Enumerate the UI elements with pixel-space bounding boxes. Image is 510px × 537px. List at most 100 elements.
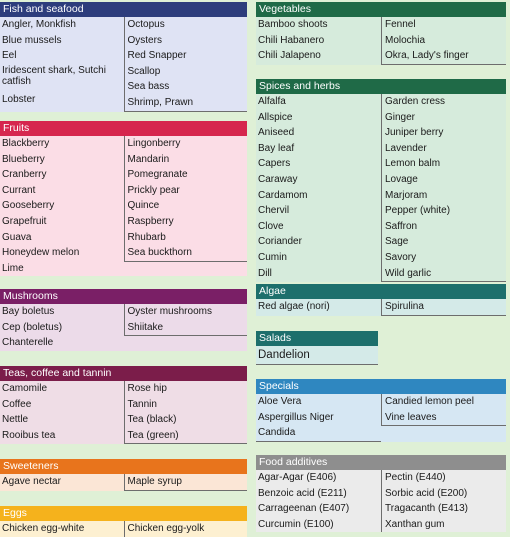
list-item: Dill [258,267,272,279]
list-item: Marjoram [381,187,506,204]
algae-section: Algae Red algae (nori) Spirulina [256,284,506,316]
list-item: Aloe Vera [258,396,302,407]
list-item: Bay boletus [2,306,55,317]
list-item: Bamboo shoots [258,19,328,30]
eggs-grid: Chicken egg-white Chicken egg-yolk [0,521,247,537]
list-item: Quince [123,198,248,214]
list-item: Lemon balm [381,156,506,172]
list-item: Lingonberry [123,136,248,152]
list-item: Capers [258,158,291,170]
vegetables-grid: Bamboo shoots Chili Habanero Chili Jalap… [256,17,506,65]
list-item: Shrimp, Prawn [123,94,247,112]
teas-section: Teas, coffee and tannin Camomile Coffee … [0,366,248,445]
list-item: Blueberry [2,153,45,165]
additives-col-2: Pectin (E440) Sorbic acid (E200) Tragaca… [381,470,506,533]
list-item: Grapefruit [2,215,47,227]
list-item: Lovage [381,171,506,188]
list-item: Mandarin [123,151,248,168]
list-item: Aniseed [258,127,295,139]
specials-col-1: Aloe Vera Aspergillus Niger Candida [256,394,381,442]
list-item: Lime [2,262,24,274]
list-item: Pomegranate [123,167,248,183]
sweeteners-col-1: Agave nectar [0,474,124,491]
list-item: Bay leaf [258,142,295,154]
vegetables-col-1: Bamboo shoots Chili Habanero Chili Jalap… [256,17,381,65]
list-item: Garden cress [381,94,506,110]
list-item: Dandelion [256,346,378,365]
teas-header: Teas, coffee and tannin [0,366,247,381]
list-item: Agar-Agar (E406) [258,472,337,483]
list-item: Rose hip [123,381,248,397]
teas-col-2: Rose hip Tannin Tea (black) Tea (green) [123,381,248,445]
list-item: Agave nectar [2,476,61,487]
salads-header: Salads [256,331,378,346]
vegetables-col-2: Fennel Molochia Okra, Lady's finger [381,17,506,65]
list-item: Iridescent shark, Sutchi catfish [2,64,106,88]
mushrooms-section: Mushrooms Bay boletus Cep (boletus) Chan… [0,289,247,351]
additives-grid: Agar-Agar (E406) Benzoic acid (E211) Car… [256,470,506,533]
list-item: Chicken egg-white [2,523,85,534]
list-item: Candida [256,425,381,442]
list-item: Caraway [258,173,298,185]
list-item: Eel [2,50,17,62]
spices-header: Spices and herbs [256,79,506,94]
algae-grid: Red algae (nori) Spirulina [256,299,506,316]
eggs-header: Eggs [0,506,247,521]
list-item: Chicken egg-yolk [123,521,248,537]
sweeteners-section: Sweeteners Agave nectar Maple syrup [0,459,247,491]
fish-col-2: Octopus Oysters Red Snapper Scallop Sea … [123,17,248,112]
list-item: Prickly pear [123,182,248,199]
algae-col-1: Red algae (nori) [256,299,381,316]
list-item: Currant [2,184,36,196]
list-item: Wild garlic [381,265,506,283]
fish-col-1: Angler, Monkfish Blue mussels Eel Irides… [0,17,124,112]
list-item: Octopus [123,17,248,33]
list-item: Savory [381,249,506,266]
additives-header: Food additives [256,455,506,470]
fruits-header: Fruits [0,121,247,136]
fruits-section: Fruits Blackberry Blueberry Cranberry Cu… [0,121,248,277]
list-item: Pectin (E440) [381,470,506,486]
fruits-col-1: Blackberry Blueberry Cranberry Currant G… [0,136,124,276]
eggs-section: Eggs Chicken egg-white Chicken egg-yolk [0,506,247,537]
list-item: Blue mussels [2,34,62,46]
list-item: Camomile [2,383,48,394]
list-item: Chervil [258,205,290,217]
list-item: Maple syrup [123,474,247,491]
additives-col-1: Agar-Agar (E406) Benzoic acid (E211) Car… [256,470,381,532]
specials-header: Specials [256,379,506,394]
list-item: Cumin [258,251,287,263]
sweeteners-header: Sweeteners [0,459,247,474]
list-item: Juniper berry [381,125,506,141]
list-item: Clove [258,220,284,232]
list-item: Tannin [123,396,248,413]
list-item: Chili Habanero [258,34,325,46]
list-item: Raspberry [123,213,248,230]
teas-grid: Camomile Coffee Nettle Rooibus tea Rose … [0,381,248,445]
list-item: Blackberry [2,138,50,149]
spices-section: Spices and herbs Alfalfa Allspice Anisee… [256,79,506,283]
list-item: Cep (boletus) [2,321,63,333]
teas-col-1: Camomile Coffee Nettle Rooibus tea [0,381,124,444]
eggs-col-2: Chicken egg-yolk [123,521,248,537]
list-item: Lavender [381,140,506,157]
eggs-col-1: Chicken egg-white [0,521,124,537]
list-item: Ginger [381,109,506,126]
mushrooms-col-1: Bay boletus Cep (boletus) Chanterelle [0,304,124,351]
fish-header: Fish and seafood [0,2,247,17]
spices-grid: Alfalfa Allspice Aniseed Bay leaf Capers… [256,94,506,283]
list-item: Sorbic acid (E200) [381,485,506,502]
sweeteners-col-2: Maple syrup [123,474,247,491]
list-item: Carrageenan (E407) [258,503,350,515]
spices-col-1: Alfalfa Allspice Aniseed Bay leaf Capers… [256,94,381,282]
salads-section: Salads Dandelion [256,331,378,365]
specials-grid: Aloe Vera Aspergillus Niger Candida Cand… [256,394,506,442]
additives-section: Food additives Agar-Agar (E406) Benzoic … [256,455,506,533]
list-item: Saffron [381,218,506,235]
list-item: Rooibus tea [2,429,56,441]
vegetables-header: Vegetables [256,2,506,17]
mushrooms-col-2: Oyster mushrooms Shiitake [123,304,247,351]
list-item: Benzoic acid (E211) [258,487,347,499]
sweeteners-grid: Agave nectar Maple syrup [0,474,247,491]
list-item: Cardamom [258,189,308,201]
